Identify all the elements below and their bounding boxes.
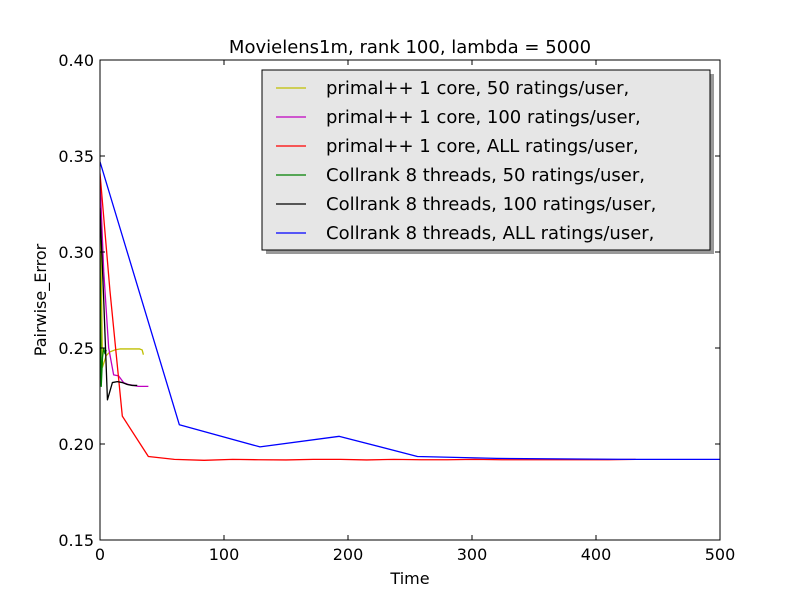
x-tick-label: 200 (333, 545, 364, 564)
plot-frame (99, 59, 721, 541)
legend-label-4: Collrank 8 threads, 50 ratings/user, (326, 165, 645, 186)
series-line-1 (100, 179, 145, 368)
y-tick-label: 0.25 (58, 339, 94, 358)
x-axis-label: Time (389, 569, 429, 588)
plot-area: 0 100 200 300 400 500 0.15 0.20 0.25 0.30 0.35 0.40 (58, 51, 735, 564)
series-line-6 (100, 161, 720, 461)
y-tick-label: 0.20 (58, 435, 94, 454)
y-tick-label: 0.35 (58, 147, 94, 166)
y-tick-label: 0.40 (58, 51, 94, 70)
x-tick-label: 300 (457, 545, 488, 564)
series-line-3 (100, 173, 636, 461)
x-tick-label: 100 (209, 545, 240, 564)
y-tick-label: 0.30 (58, 243, 94, 262)
x-tick-label: 400 (581, 545, 612, 564)
x-tick-label: 500 (705, 545, 736, 564)
legend-box (261, 69, 711, 251)
legend-label-3: primal++ 1 core, ALL ratings/user, (326, 136, 639, 157)
legend-label-2: primal++ 1 core, 100 ratings/user, (326, 107, 641, 128)
legend-label-5: Collrank 8 threads, 100 ratings/user, (326, 194, 656, 215)
legend: primal++ 1 core, 50 ratings/user, primal+… (261, 69, 714, 254)
y-axis-label: Pairwise_Error (31, 243, 51, 356)
series-lines (100, 161, 720, 461)
legend-label-1: primal++ 1 core, 50 ratings/user, (326, 78, 629, 99)
x-tick-label: 0 (95, 545, 105, 564)
y-tick-label: 0.15 (58, 531, 94, 550)
legend-label-6: Collrank 8 threads, ALL ratings/user, (326, 223, 654, 244)
chart-title: Movielens1m, rank 100, lambda = 5000 (229, 37, 591, 58)
series-line-5 (100, 207, 138, 401)
